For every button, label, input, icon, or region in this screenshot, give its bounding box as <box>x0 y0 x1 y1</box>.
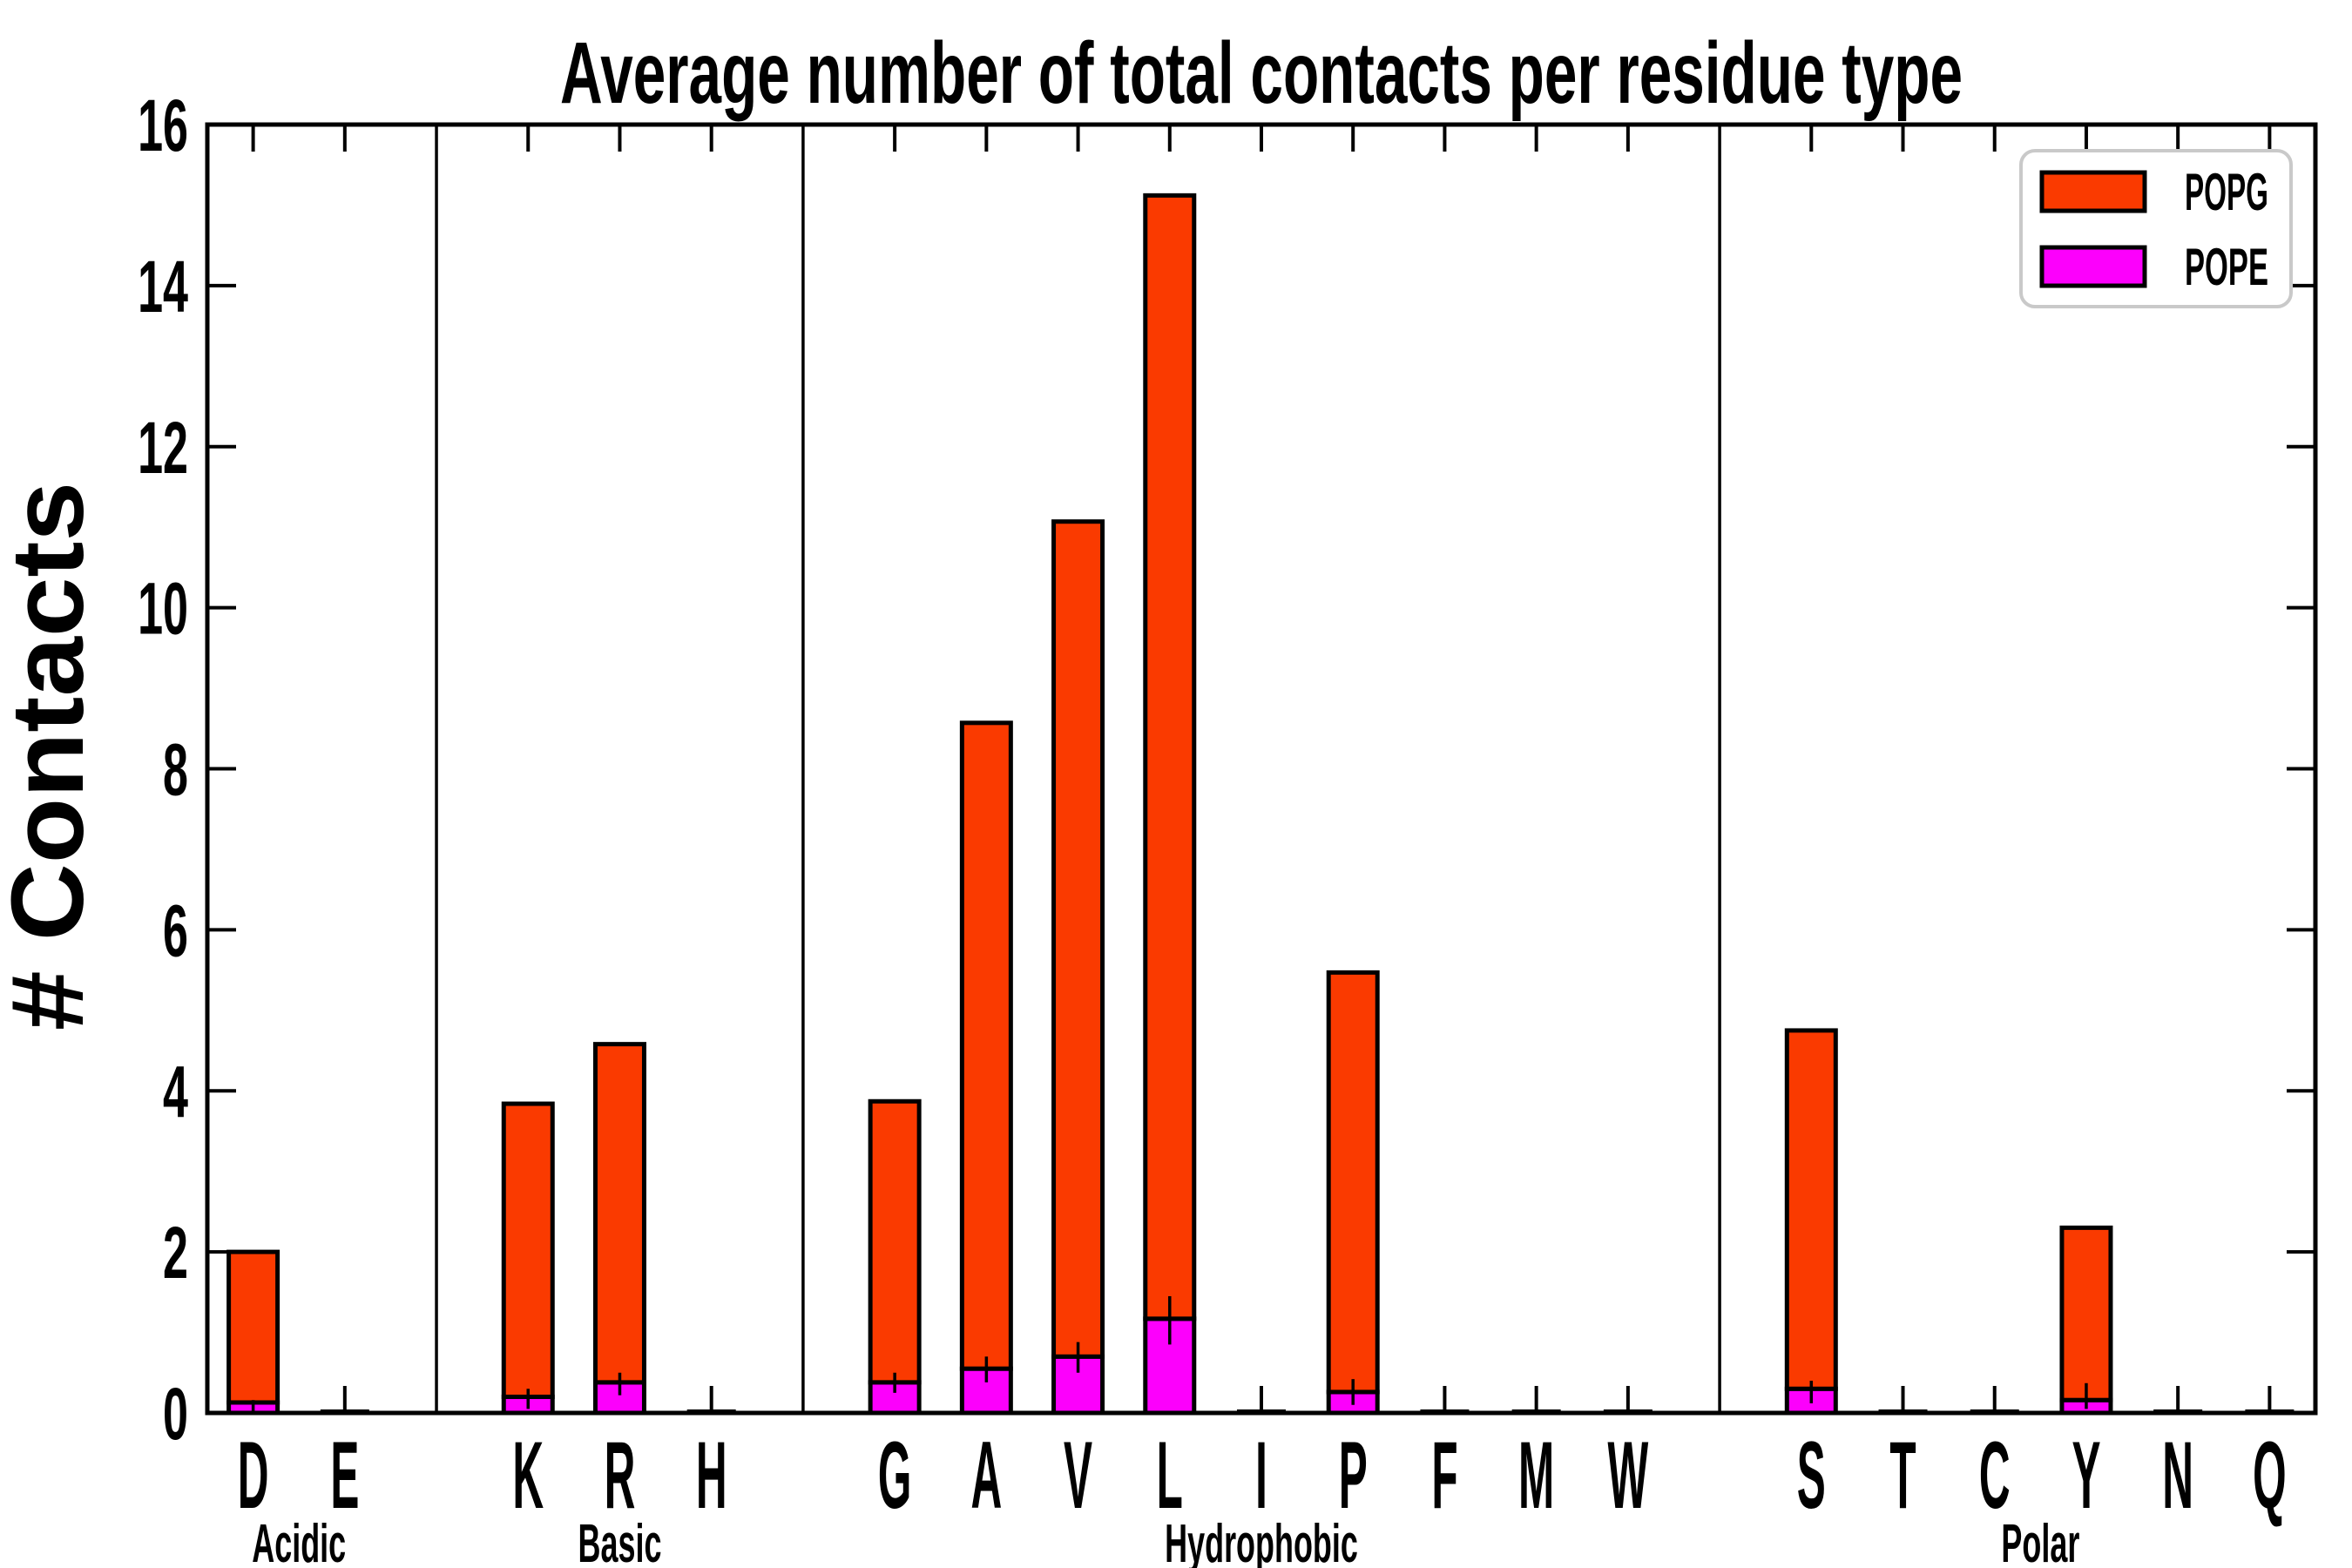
y-tick-label-4: 4 <box>163 1051 188 1133</box>
x-tick-label-N: N <box>2162 1423 2193 1530</box>
x-tick-label-Q: Q <box>2253 1423 2287 1530</box>
y-tick-label-12: 12 <box>138 407 188 489</box>
x-tick-label-L: L <box>1157 1423 1183 1530</box>
group-label-Polar: Polar <box>2001 1513 2079 1568</box>
x-tick-label-K: K <box>512 1423 544 1530</box>
x-tick-label-I: I <box>1255 1423 1267 1530</box>
y-tick-label-2: 2 <box>163 1212 188 1294</box>
y-axis-label: # Contacts <box>0 482 105 1031</box>
bar-segment-POPG-D <box>226 1249 280 1405</box>
y-tick-label-10: 10 <box>138 568 188 650</box>
x-tick-label-A: A <box>970 1423 1002 1530</box>
x-tick-label-R: R <box>605 1423 636 1530</box>
group-label-Basic: Basic <box>578 1513 662 1568</box>
bar-segment-POPG-L <box>1143 193 1197 1321</box>
x-tick-label-M: M <box>1518 1423 1554 1530</box>
plot-border <box>205 122 2318 1416</box>
plot-area: 0 2 4 6 8 10 12 14 16 D E K R H G A V L I P F M W S T C Y N Q Acidic B… <box>138 84 2318 1568</box>
x-tick-label-H: H <box>696 1423 727 1530</box>
legend-swatch-pope <box>2039 245 2147 288</box>
chart-title: Average number of total contacts per res… <box>560 24 1963 122</box>
group-label-Acidic: Acidic <box>252 1513 346 1568</box>
bar-segment-POPG-G <box>868 1098 922 1385</box>
x-tick-label-D: D <box>238 1423 269 1530</box>
x-tick-label-G: G <box>878 1423 912 1530</box>
legend-label-popg: POPG <box>2185 163 2268 221</box>
x-tick-label-E: E <box>330 1423 359 1530</box>
legend: POPG POPE <box>2019 149 2293 308</box>
x-tick-label-Y: Y <box>2072 1423 2100 1530</box>
x-tick-label-C: C <box>1979 1423 2011 1530</box>
x-tick-label-P: P <box>1339 1423 1368 1530</box>
bar-segment-POPG-S <box>1784 1028 1838 1391</box>
legend-label-pope: POPE <box>2185 238 2268 296</box>
bar-segment-POPG-K <box>501 1101 555 1400</box>
y-tick-label-14: 14 <box>138 246 188 328</box>
x-tick-label-W: W <box>1608 1423 1649 1530</box>
y-tick-label-8: 8 <box>163 729 188 811</box>
bar-segment-POPG-R <box>592 1042 646 1385</box>
y-tick-label-6: 6 <box>163 890 188 972</box>
bar-segment-POPG-A <box>959 720 1013 1371</box>
y-tick-label-0: 0 <box>163 1373 188 1455</box>
x-tick-label-F: F <box>1431 1423 1457 1530</box>
bar-segment-POPG-V <box>1051 519 1105 1359</box>
bar-segment-POPG-Y <box>2059 1225 2113 1402</box>
y-tick-label-16: 16 <box>138 84 188 166</box>
x-tick-label-S: S <box>1797 1423 1826 1530</box>
legend-swatch-popg <box>2039 170 2147 213</box>
bar-segment-POPG-P <box>1326 970 1380 1395</box>
x-tick-label-T: T <box>1889 1423 1916 1530</box>
group-label-Hydrophobic: Hydrophobic <box>1165 1513 1358 1568</box>
x-tick-label-V: V <box>1064 1423 1092 1530</box>
